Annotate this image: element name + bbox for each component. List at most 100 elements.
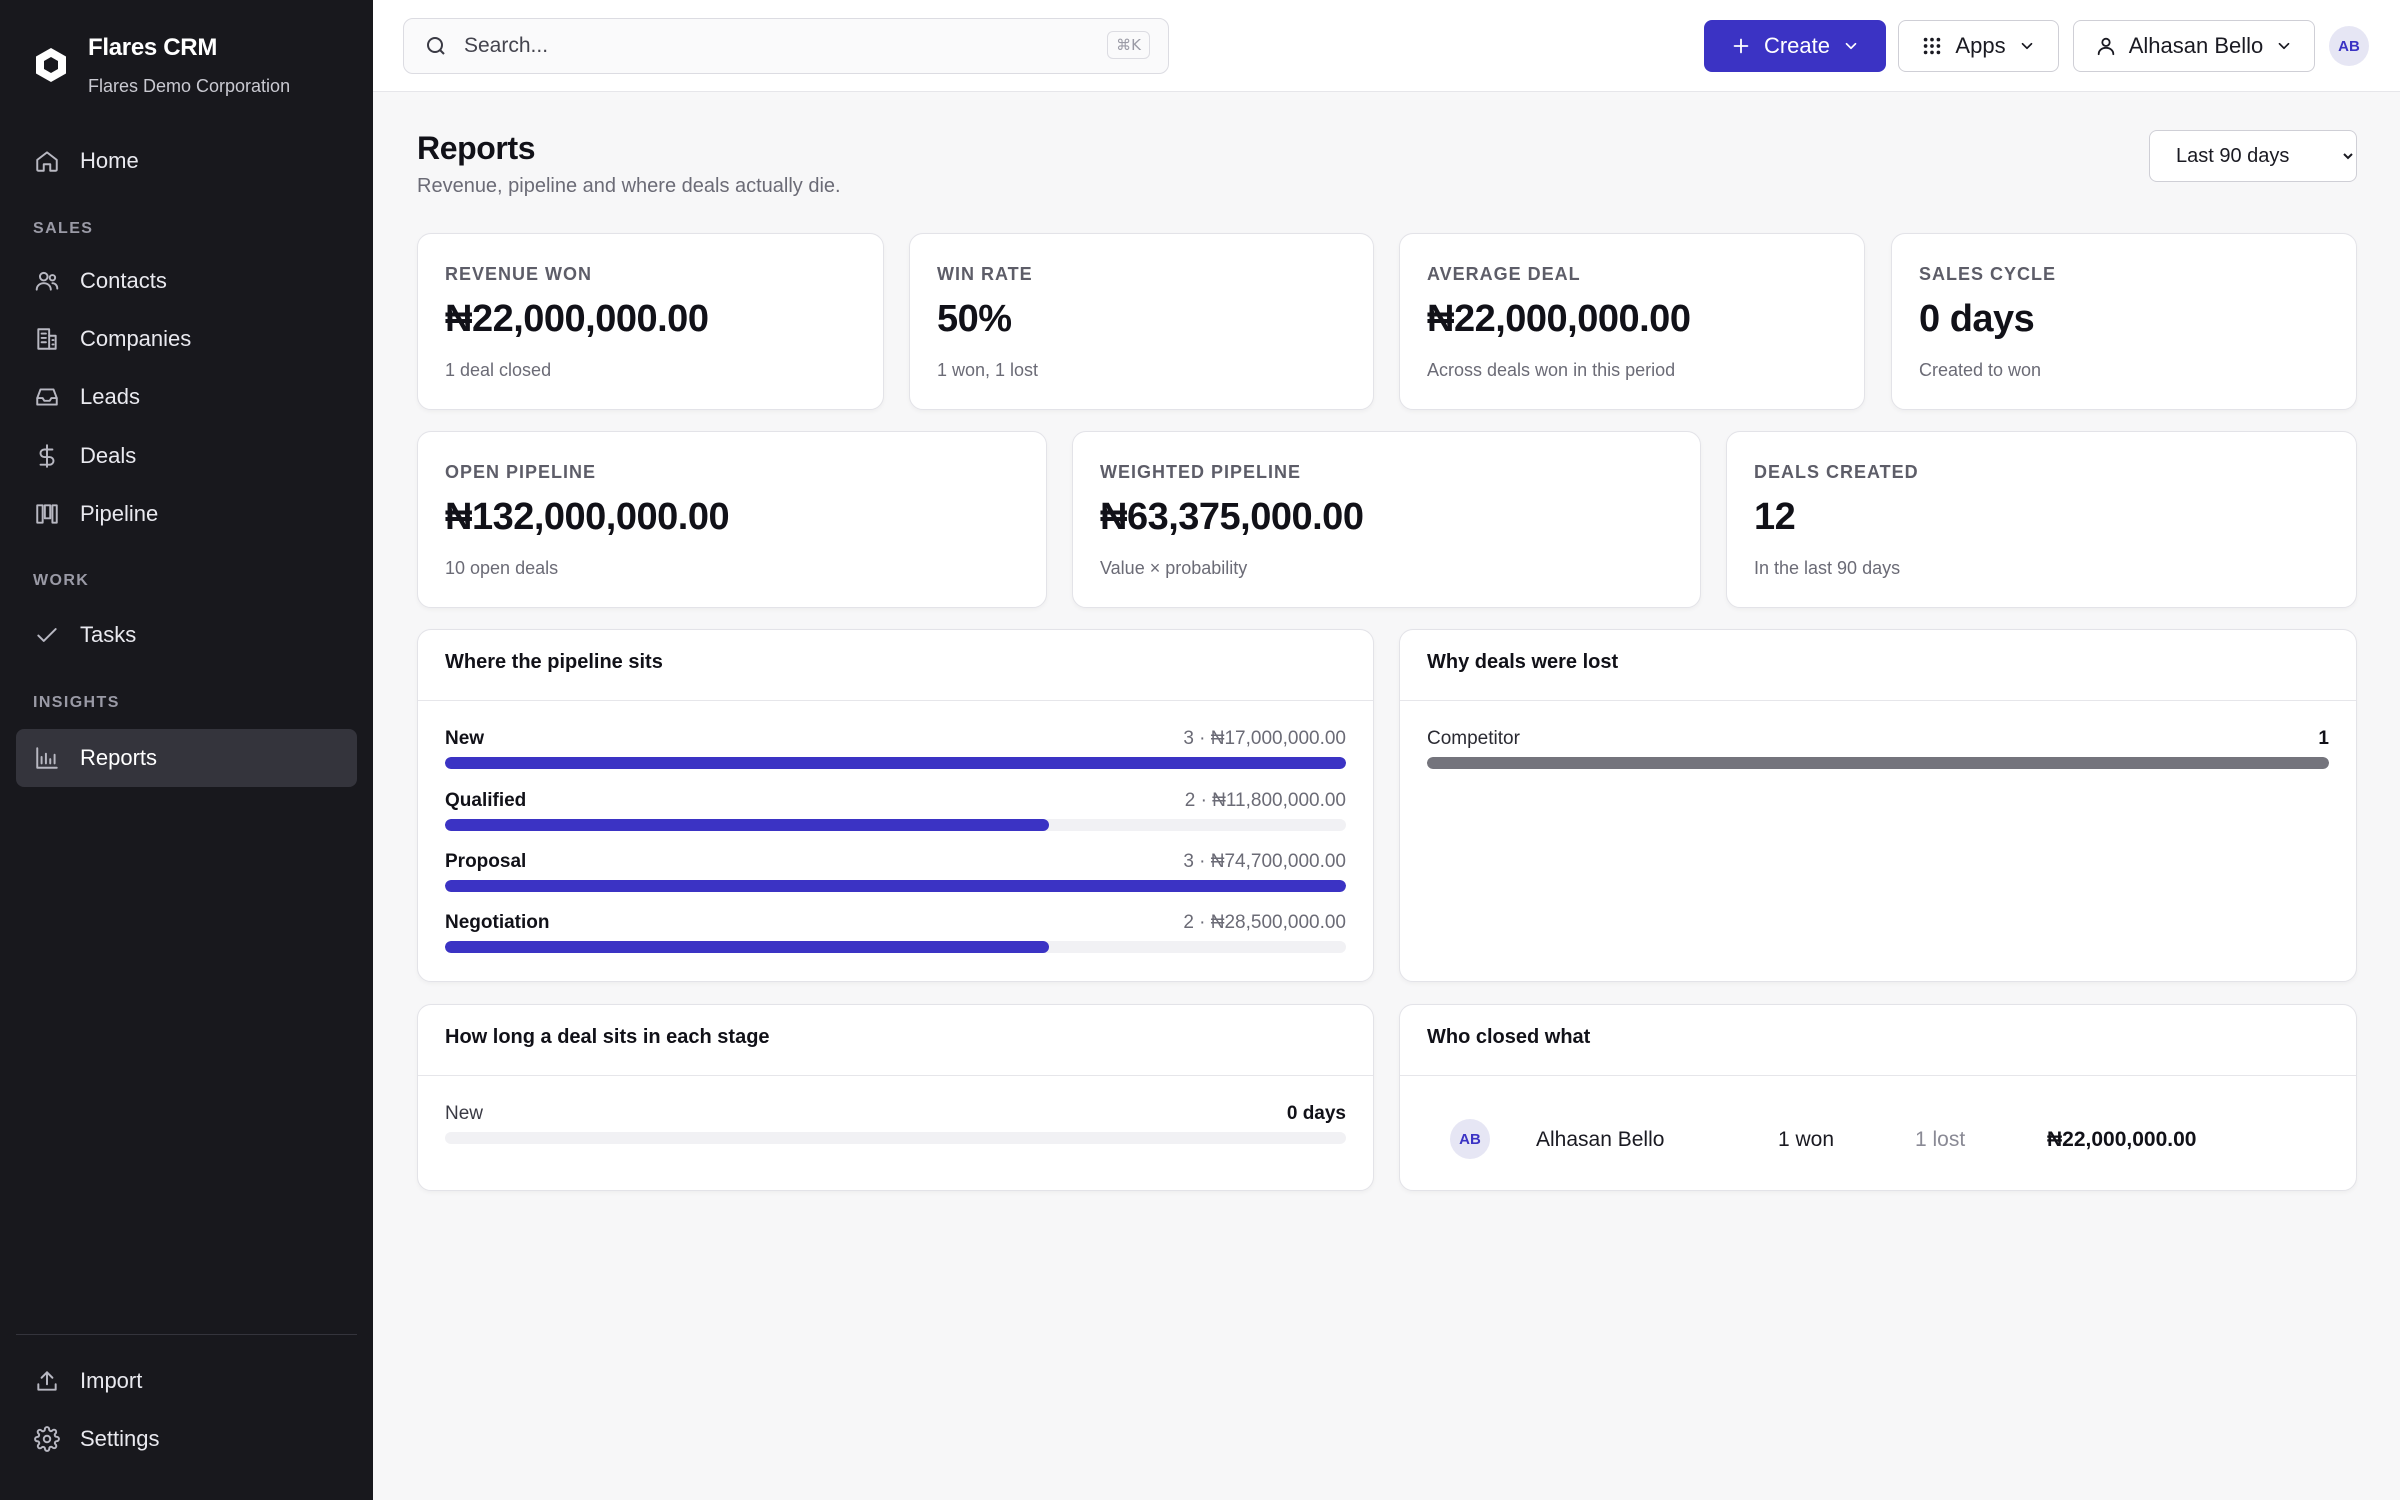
section-label-work: WORK (33, 572, 90, 589)
sidebar-item-import[interactable]: Import (16, 1352, 357, 1410)
duration-value: 0 days (1286, 1103, 1346, 1124)
closer-lost-count: 1 lost (1915, 1128, 1966, 1151)
kpi-sub: 1 deal closed (445, 360, 552, 380)
chevron-down-icon (2021, 42, 2032, 50)
sidebar-item-label: Import (80, 1368, 143, 1393)
stage-summary: 2 · ₦11,800,000.00 (1184, 790, 1346, 811)
sidebar-item-label: Companies (80, 326, 192, 351)
create-button-label: Create (1763, 33, 1831, 58)
kpi-value: 12 (1754, 496, 1796, 538)
duration-stage-name: New (445, 1103, 484, 1124)
stage-name: Negotiation (445, 912, 550, 933)
closer-row: AB Alhasan Bello 1 won 1 lost ₦22,000,00… (1400, 1099, 2356, 1167)
stage-name: Qualified (445, 790, 527, 811)
sidebar-item-contacts[interactable]: Contacts (16, 252, 357, 310)
user-menu-button[interactable]: Alhasan Bello (2073, 20, 2315, 72)
stage-bar-track (445, 941, 1346, 953)
sidebar-item-home[interactable]: Home (16, 132, 357, 190)
check-icon (37, 628, 57, 642)
closer-name: Alhasan Bello (1536, 1128, 1665, 1151)
sidebar: Flares CRM Flares Demo Corporation Home … (0, 0, 373, 1500)
sidebar-item-companies[interactable]: Companies (16, 310, 357, 368)
reason-bar-track (1427, 757, 2329, 769)
sidebar-divider (16, 1334, 357, 1335)
stage-name: New (445, 728, 485, 749)
date-range-select[interactable]: Last 90 days (2149, 130, 2357, 182)
user-menu-label: Alhasan Bello (2128, 33, 2264, 58)
page-subtitle: Revenue, pipeline and where deals actual… (417, 175, 841, 197)
reason-bar-fill (1427, 757, 2329, 769)
page-title: Reports (417, 130, 536, 166)
panel-title: Where the pipeline sits (445, 651, 663, 673)
kpi-card-sales-cycle: SALES CYCLE 0 days Created to won (1891, 233, 2357, 410)
kpi-sub: 1 won, 1 lost (937, 360, 1039, 380)
stage-summary: 3 · ₦74,700,000.00 (1183, 851, 1346, 872)
kpi-sub: Created to won (1919, 360, 2042, 380)
upload-icon (37, 1371, 57, 1391)
sidebar-item-label: Settings (80, 1426, 160, 1451)
pipeline-stage-row: Proposal 3 · ₦74,700,000.00 (445, 851, 1346, 905)
sidebar-item-label: Reports (80, 745, 158, 770)
kpi-value: 0 days (1919, 298, 2035, 340)
stage-bar-fill (445, 880, 1346, 892)
panel-divider (1400, 1075, 2356, 1076)
kpi-label: DEALS CREATED (1754, 462, 1919, 482)
duration-row: New 0 days (445, 1103, 1346, 1157)
section-label-insights: INSIGHTS (33, 694, 120, 711)
kpi-label: AVERAGE DEAL (1427, 264, 1581, 284)
sidebar-item-pipeline[interactable]: Pipeline (16, 485, 357, 543)
lost-reason-row: Competitor 1 (1427, 728, 2329, 782)
stage-bar-track (445, 880, 1346, 892)
kpi-value: ₦63,375,000.00 (1100, 496, 1364, 538)
kpi-card-open-pipeline: OPEN PIPELINE ₦132,000,000.00 10 open de… (417, 431, 1047, 608)
create-button[interactable]: Create (1704, 20, 1886, 72)
panel-divider (418, 700, 1373, 701)
kpi-card-deals-created: DEALS CREATED 12 In the last 90 days (1726, 431, 2357, 608)
sidebar-item-reports[interactable]: Reports (16, 729, 357, 787)
closers-panel: Who closed what AB Alhasan Bello 1 won 1… (1399, 1004, 2357, 1191)
kanban-icon (36, 504, 58, 524)
bar-chart-icon (36, 747, 58, 769)
user-icon (2097, 37, 2114, 56)
kpi-label: SALES CYCLE (1919, 264, 2057, 284)
reason-count: 1 (2318, 728, 2329, 749)
panel-title: Why deals were lost (1427, 651, 1619, 673)
sidebar-item-label: Tasks (80, 622, 137, 647)
reason-name: Competitor (1427, 728, 1520, 749)
topbar: ⌘K Create Apps Alhasan Bello AB (373, 0, 2400, 92)
lost-reasons-panel: Why deals were lost Competitor 1 (1399, 629, 2357, 982)
sidebar-item-deals[interactable]: Deals (16, 427, 357, 485)
chevron-down-icon (1845, 42, 1857, 50)
avatar[interactable]: AB (2329, 26, 2369, 66)
stage-summary: 2 · ₦28,500,000.00 (1183, 912, 1346, 933)
pipeline-stage-row: Qualified 2 · ₦11,800,000.00 (445, 790, 1346, 844)
sidebar-item-leads[interactable]: Leads (16, 368, 357, 426)
search-box[interactable]: ⌘K (403, 18, 1169, 74)
stage-bar-fill (445, 941, 1049, 953)
stage-bar-fill (445, 819, 1049, 831)
kpi-sub: In the last 90 days (1754, 558, 1901, 578)
sidebar-item-settings[interactable]: Settings (16, 1410, 357, 1468)
kpi-card-revenue-won: REVENUE WON ₦22,000,000.00 1 deal closed (417, 233, 884, 410)
kpi-card-weighted-pipeline: WEIGHTED PIPELINE ₦63,375,000.00 Value ×… (1072, 431, 1701, 608)
sidebar-item-label: Contacts (80, 268, 167, 293)
kpi-value: ₦22,000,000.00 (1427, 298, 1691, 340)
inbox-icon (36, 388, 58, 406)
grid-icon (1924, 37, 1941, 55)
stage-bar-track (445, 819, 1346, 831)
dollar-icon (39, 444, 55, 468)
avatar: AB (1450, 1119, 1490, 1159)
sidebar-item-label: Home (80, 148, 139, 173)
building-icon (37, 328, 57, 350)
kpi-card-average-deal: AVERAGE DEAL ₦22,000,000.00 Across deals… (1399, 233, 1865, 410)
apps-button[interactable]: Apps (1898, 20, 2059, 72)
search-input[interactable] (464, 34, 1064, 58)
hexagon-logo-icon (36, 48, 66, 82)
sidebar-item-tasks[interactable]: Tasks (16, 606, 357, 664)
kpi-label: REVENUE WON (445, 264, 593, 284)
brand[interactable]: Flares CRM Flares Demo Corporation (32, 34, 290, 97)
kpi-sub: 10 open deals (445, 558, 559, 578)
stage-bar-fill (445, 757, 1346, 769)
brand-org: Flares Demo Corporation (88, 76, 291, 96)
panel-divider (1400, 700, 2356, 701)
